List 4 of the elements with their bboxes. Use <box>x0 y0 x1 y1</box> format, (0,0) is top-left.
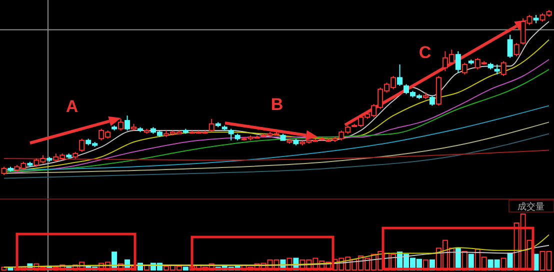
annotation: A <box>66 97 78 116</box>
annotation: B <box>270 95 284 114</box>
annotation: C <box>418 43 432 62</box>
chart-title: 成交量 <box>518 202 544 212</box>
